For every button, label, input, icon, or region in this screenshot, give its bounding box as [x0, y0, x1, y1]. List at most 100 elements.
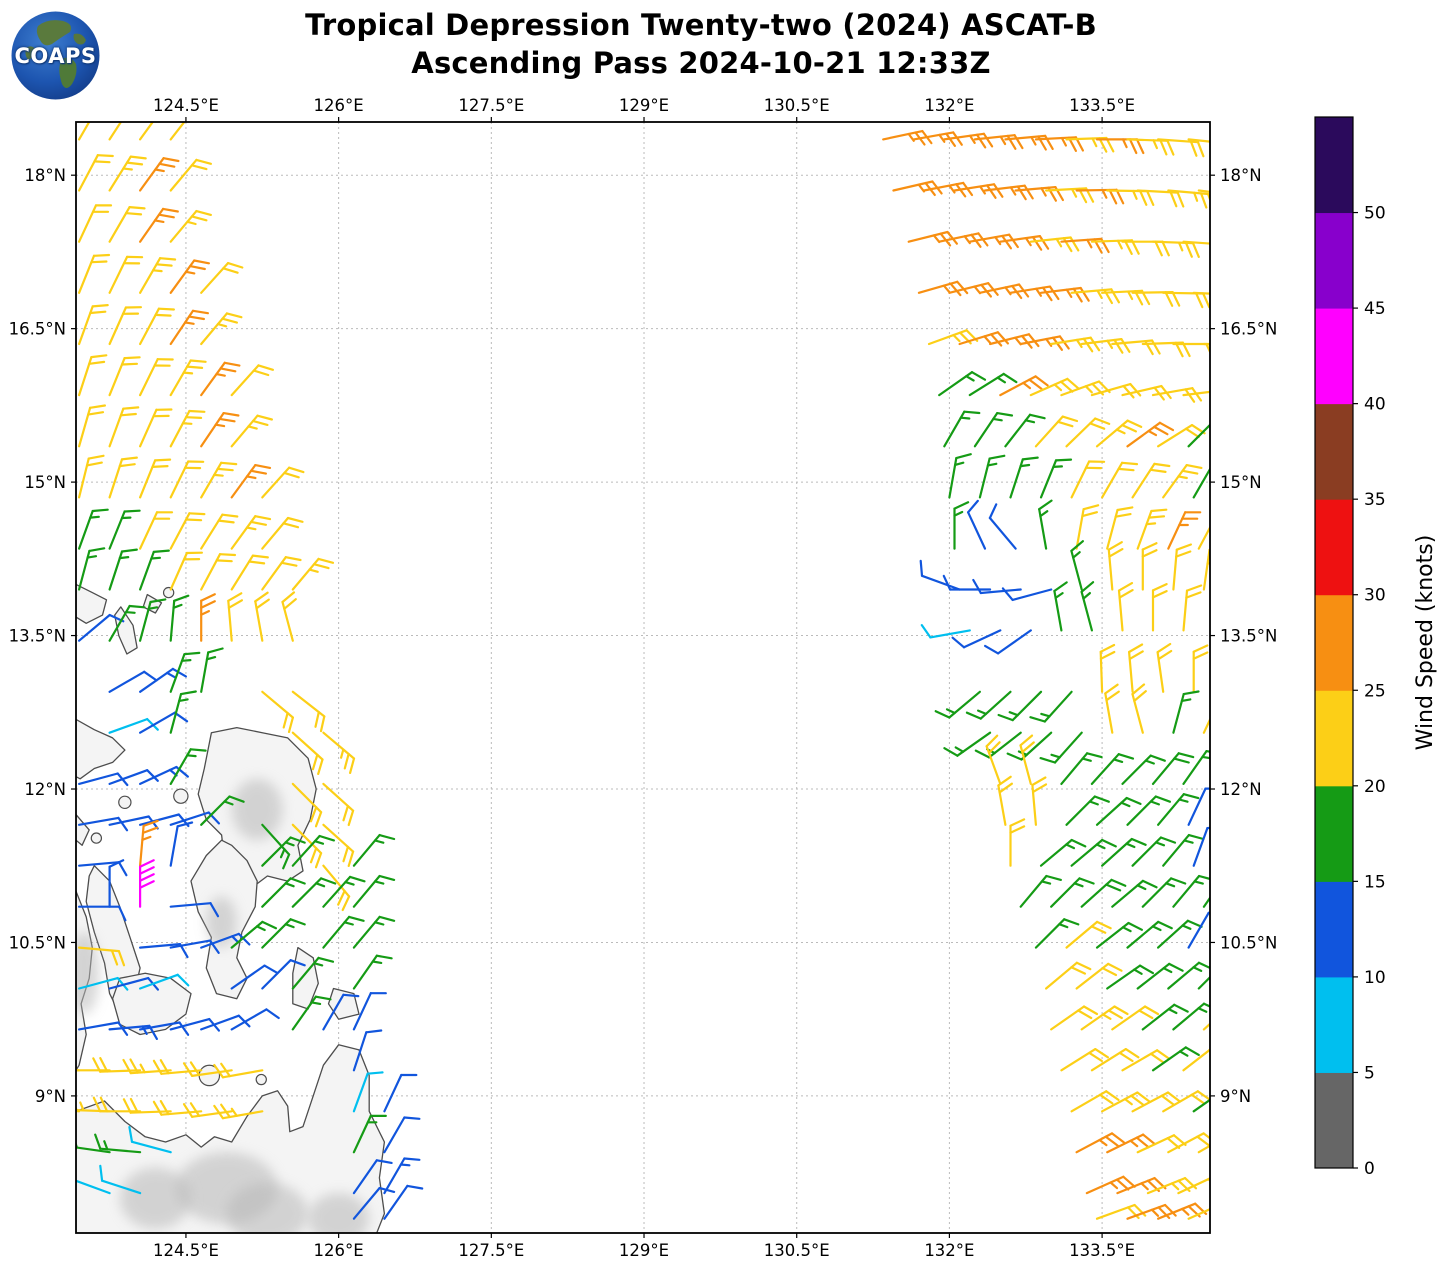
coaps-globe-icon — [11, 11, 100, 100]
wind-barb — [1106, 1133, 1156, 1154]
barb-feather — [966, 499, 979, 514]
barb-feather — [1157, 920, 1173, 930]
wind-barb — [352, 1029, 383, 1072]
wind-barb — [139, 549, 170, 591]
wind-barb — [1050, 877, 1095, 908]
wind-barb — [383, 1073, 418, 1113]
barb-half-feather — [118, 555, 130, 560]
barb-feather — [1120, 461, 1139, 466]
barb-staff — [1219, 416, 1245, 447]
barb-feather — [989, 333, 1003, 347]
barb-feather — [975, 133, 987, 149]
barb-half-feather — [103, 1140, 109, 1151]
barb-feather — [1105, 1090, 1120, 1102]
barb-half-feather — [1116, 239, 1123, 250]
barb-half-feather — [1151, 925, 1162, 932]
barb-feather — [1143, 1005, 1160, 1016]
wind-barb — [76, 1069, 81, 1072]
barb-feather — [1153, 425, 1169, 436]
wind-barb — [1039, 731, 1083, 764]
wind-barb — [1050, 1005, 1099, 1031]
barb-feather — [186, 365, 204, 369]
barb-feather — [1159, 139, 1168, 156]
wind-barb — [77, 204, 113, 243]
barb-feather — [1038, 499, 1053, 511]
wind-barb — [92, 1096, 142, 1113]
barb-feather — [195, 210, 212, 216]
barb-feather — [159, 1059, 170, 1075]
barb-feather — [1104, 1135, 1119, 1147]
wind-barb — [108, 155, 147, 192]
x-tick-label-bottom: 132°E — [924, 1241, 974, 1260]
wind-barb — [953, 183, 1004, 199]
barb-half-feather — [1070, 188, 1078, 198]
barb-feather — [341, 895, 351, 912]
colorbar-tick-label: 0 — [1364, 1159, 1375, 1179]
barb-feather — [320, 877, 337, 885]
barb-feather — [1094, 417, 1111, 425]
wind-barb — [139, 157, 180, 192]
barb-feather — [919, 559, 924, 577]
barb-feather — [119, 412, 137, 417]
barb-feather — [1125, 796, 1142, 806]
wind-barb — [352, 1186, 396, 1220]
barb-half-feather — [1106, 339, 1114, 350]
barb-feather — [312, 563, 330, 570]
coastline-bicol_tip — [76, 583, 108, 624]
wind-barb — [1090, 753, 1135, 786]
barb-feather — [1161, 240, 1170, 257]
barb-staff — [77, 816, 120, 826]
barb-half-feather — [938, 133, 946, 143]
colorbar-segment — [1315, 403, 1353, 500]
barb-half-feather — [1181, 924, 1192, 930]
wind-barb — [997, 690, 1043, 722]
wind-barb — [169, 512, 206, 550]
wind-barb — [139, 973, 190, 990]
barb-staff — [352, 1186, 381, 1220]
y-tick-label-right: 16.5°N — [1220, 320, 1277, 339]
wind-barb — [934, 690, 982, 719]
wind-barb — [169, 651, 201, 693]
wind-barb — [139, 358, 174, 397]
barb-feather — [1202, 1002, 1210, 1008]
wind-barb — [1245, 589, 1270, 630]
wind-barb — [1111, 879, 1158, 908]
barb-feather — [220, 1103, 231, 1119]
barb-feather — [319, 715, 326, 733]
barb-feather — [289, 836, 306, 844]
barb-feather — [143, 670, 158, 682]
wind-barb — [352, 833, 396, 867]
barb-feather — [1114, 512, 1132, 518]
barb-staff — [108, 815, 150, 826]
barb-feather — [1184, 1046, 1200, 1057]
wind-barb — [230, 964, 279, 990]
barb-feather — [378, 874, 396, 882]
barb-feather — [110, 949, 119, 966]
barb-feather — [1157, 1206, 1171, 1220]
barb-feather — [309, 846, 318, 864]
barb-staff — [1182, 390, 1210, 397]
barb-feather — [1247, 393, 1254, 406]
barb-feather — [222, 267, 239, 274]
barb-half-feather — [1054, 591, 1064, 600]
wind-barb — [1029, 377, 1080, 397]
barb-staff — [139, 711, 176, 734]
barb-feather — [159, 1099, 170, 1116]
wind-barb — [139, 257, 177, 294]
y-tick-label-right: 9°N — [1220, 1087, 1251, 1106]
wind-barb — [1214, 587, 1235, 630]
barb-half-feather — [247, 425, 258, 430]
wind-barbs-layer — [76, 122, 1270, 1220]
barb-feather — [1173, 1003, 1189, 1013]
barb-half-feather — [1177, 475, 1188, 480]
barb-feather — [1104, 683, 1119, 695]
barb-feather — [1157, 649, 1173, 661]
barb-half-feather — [1008, 711, 1019, 717]
x-tick-label-bottom: 124.5°E — [153, 1241, 219, 1260]
barb-half-feather — [1206, 561, 1210, 565]
barb-feather — [1217, 418, 1231, 423]
barb-half-feather — [1101, 189, 1108, 199]
colorbar-tick-label: 20 — [1364, 777, 1386, 797]
barb-half-feather — [1115, 428, 1126, 435]
barb-half-feather — [180, 658, 192, 662]
